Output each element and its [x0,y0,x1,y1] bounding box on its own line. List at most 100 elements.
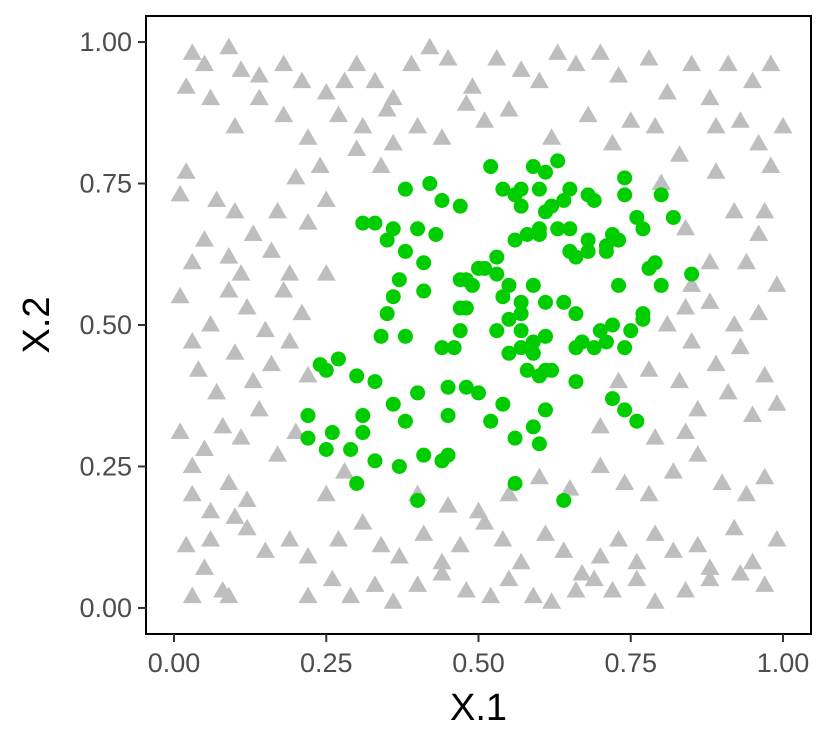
triangle-point [755,467,775,485]
triangle-point [730,564,750,581]
triangle-point [353,116,373,134]
triangle-point [383,88,403,106]
triangle-point [743,405,763,423]
triangle-point [219,247,239,264]
circle-point [428,226,444,242]
triangle-point [609,530,629,547]
circle-point [355,215,371,231]
circle-point [367,215,383,231]
circle-point [452,198,468,214]
circle-point [367,374,383,390]
circle-point [513,198,529,214]
triangle-point [432,128,452,145]
triangle-point [255,320,275,338]
circle-point [525,159,541,175]
circle-point [592,323,608,339]
triangle-point [475,111,495,128]
triangle-point [730,111,750,128]
triangle-point [170,286,190,304]
triangle-point [718,382,738,400]
circle-point [410,221,426,237]
triangle-point [194,558,214,575]
triangle-point [219,281,239,298]
circle-point [507,430,523,446]
triangle-point [645,116,665,134]
circle-point [537,164,553,180]
triangle-point [231,60,251,77]
triangle-point [700,88,720,106]
y-tick-label: 0.50 [79,310,132,340]
circle-point [550,153,566,169]
circle-point [611,232,627,248]
triangle-point [201,501,221,519]
triangle-point [182,331,202,349]
triangle-point [219,586,239,604]
circle-point [562,221,578,237]
circle-point [525,345,541,361]
triangle-point [316,484,336,502]
circle-point [440,447,456,463]
triangle-point [529,71,549,89]
triangle-point [700,558,720,575]
triangle-point [700,569,720,587]
triangle-point [609,371,629,389]
triangle-point [663,541,683,558]
triangle-point [219,37,239,55]
circle-point [519,226,535,242]
triangle-point [414,524,434,541]
series-circles [300,153,700,508]
circle-point [629,209,645,225]
triangle-point [249,88,269,106]
circle-point [568,340,584,356]
triangle-point [389,547,409,564]
circle-point [495,181,511,197]
circle-point [635,306,651,322]
triangle-point [657,315,677,332]
triangle-point [736,252,756,270]
circle-point [507,187,523,203]
circle-point [355,425,371,441]
series-triangles [170,37,793,609]
triangle-point [243,224,263,241]
triangle-point [292,303,312,321]
triangle-point [249,399,269,417]
circle-point [611,277,627,293]
triangle-point [718,54,738,72]
x-tick-label: 0.50 [452,648,505,678]
triangle-point [609,65,629,83]
circle-point [604,391,620,407]
circle-point [385,396,401,412]
circle-point [513,294,529,310]
y-axis: 0.00 0.25 0.50 0.75 1.00 [79,27,146,623]
x-tick-label: 1.00 [757,648,810,678]
x-axis-title: X.1 [450,687,507,729]
circle-point [385,289,401,305]
triangle-point [249,65,269,83]
circle-point [580,187,596,203]
triangle-point [651,173,671,191]
triangle-point [663,462,683,479]
triangle-point [274,105,294,123]
triangle-point [377,99,397,117]
triangle-point [438,49,458,66]
triangle-point [438,496,458,513]
triangle-point [566,580,586,598]
circle-point [483,413,499,429]
circle-point [531,221,547,237]
triangle-point [280,331,300,349]
triangle-point [755,575,775,592]
triangle-point [749,224,769,241]
triangle-point [170,184,190,202]
triangle-point [749,303,769,321]
circle-point [416,255,432,271]
triangle-point [767,394,787,411]
x-tick-label: 0.25 [300,648,353,678]
triangle-point [182,484,202,502]
triangle-point [761,54,781,72]
triangle-point [542,128,562,145]
circle-point [641,260,657,276]
circle-point [312,357,328,373]
triangle-point [481,586,501,604]
circle-point [617,402,633,418]
